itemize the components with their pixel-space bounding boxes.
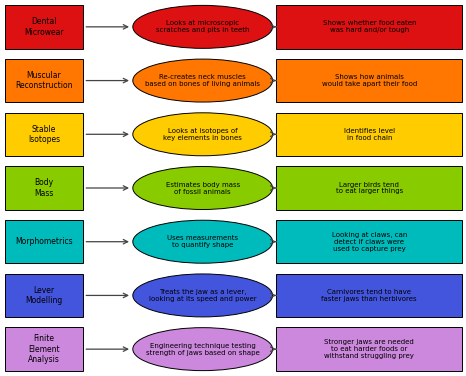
Text: Looking at claws, can
detect if claws were
used to capture prey: Looking at claws, can detect if claws we… [332,232,407,252]
FancyBboxPatch shape [5,5,83,49]
FancyBboxPatch shape [276,327,462,371]
Ellipse shape [133,5,273,49]
FancyBboxPatch shape [276,59,462,102]
Text: Looks at microscopic
scratches and pits in teeth: Looks at microscopic scratches and pits … [156,20,249,33]
Ellipse shape [133,220,273,263]
FancyBboxPatch shape [5,112,83,156]
FancyBboxPatch shape [276,5,462,49]
Text: Carnivores tend to have
faster jaws than herbivores: Carnivores tend to have faster jaws than… [322,289,417,302]
Text: Stable
Isotopes: Stable Isotopes [28,124,60,144]
Text: Estimates body mass
of fossil animals: Estimates body mass of fossil animals [165,182,240,194]
Text: Re-creates neck muscles
based on bones of living animals: Re-creates neck muscles based on bones o… [145,74,260,87]
Text: Uses measurements
to quantify shape: Uses measurements to quantify shape [167,235,238,248]
Ellipse shape [133,113,273,156]
FancyBboxPatch shape [276,166,462,210]
FancyBboxPatch shape [5,220,83,264]
Ellipse shape [133,327,273,371]
FancyBboxPatch shape [5,166,83,210]
Text: Shows whether food eaten
was hard and/or tough: Shows whether food eaten was hard and/or… [322,20,416,33]
Text: Muscular
Reconstruction: Muscular Reconstruction [15,71,73,90]
Text: Morphometrics: Morphometrics [15,237,73,246]
Ellipse shape [133,59,273,102]
FancyBboxPatch shape [276,220,462,264]
FancyBboxPatch shape [5,274,83,317]
FancyBboxPatch shape [276,274,462,317]
Ellipse shape [133,274,273,317]
Text: Shows how animals
would take apart their food: Shows how animals would take apart their… [322,74,417,87]
Text: Body
Mass: Body Mass [34,178,54,198]
Text: Looks at isotopes of
key elements in bones: Looks at isotopes of key elements in bon… [163,128,242,141]
Text: Treats the jaw as a lever,
looking at its speed and power: Treats the jaw as a lever, looking at it… [149,289,256,302]
FancyBboxPatch shape [5,327,83,371]
Text: Lever
Modelling: Lever Modelling [26,286,62,305]
Text: Engineering technique testing
strength of jaws based on shape: Engineering technique testing strength o… [146,343,260,356]
FancyBboxPatch shape [5,59,83,102]
Text: Finite
Element
Analysis: Finite Element Analysis [28,334,60,364]
Ellipse shape [133,167,273,209]
Text: Larger birds tend
to eat larger things: Larger birds tend to eat larger things [336,182,403,194]
FancyBboxPatch shape [276,112,462,156]
Text: Dental
Microwear: Dental Microwear [24,17,64,36]
Text: Stronger jaws are needed
to eat harder foods or
withstand struggling prey: Stronger jaws are needed to eat harder f… [324,339,414,359]
Text: Identifies level
in food chain: Identifies level in food chain [344,128,395,141]
